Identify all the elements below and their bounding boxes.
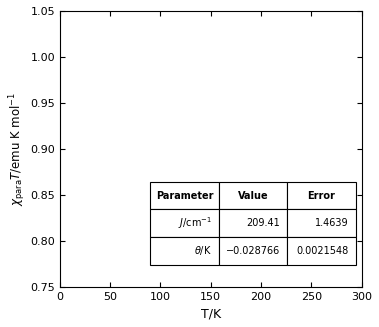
Y-axis label: $\chi_{\mathrm{para}}$$T$/emu K mol$^{-1}$: $\chi_{\mathrm{para}}$$T$/emu K mol$^{-1… xyxy=(7,92,28,206)
X-axis label: T/K: T/K xyxy=(201,307,221,320)
